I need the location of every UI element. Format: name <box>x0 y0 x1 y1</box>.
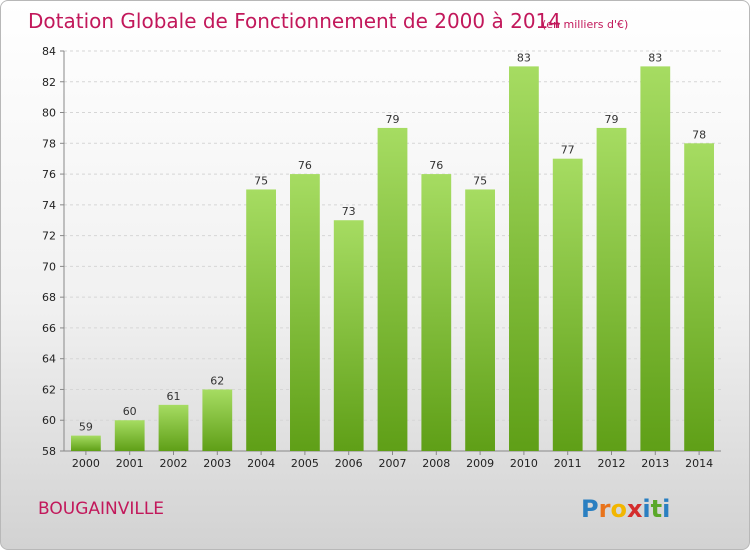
logo-letter: r <box>599 495 611 523</box>
bar <box>421 174 452 452</box>
proxiti-logo: Proxiti <box>581 495 670 523</box>
x-tick-label: 2008 <box>422 457 450 470</box>
y-tick-labels: 58 60 62 64 66 68 70 72 74 76 78 80 82 84 <box>42 45 56 458</box>
y-tick-label: 68 <box>42 291 56 304</box>
bar <box>71 435 101 451</box>
bar-value-label: 83 <box>517 51 531 64</box>
bar <box>377 127 408 451</box>
y-tick-label: 84 <box>42 45 56 58</box>
data-labels: 59 60 61 62 75 76 73 79 76 75 83 77 79 83 78 <box>79 51 706 433</box>
bar-value-label: 62 <box>210 374 224 387</box>
y-tick-label: 58 <box>42 445 56 458</box>
chart-title: Dotation Globale de Fonctionnement de 20… <box>28 9 561 33</box>
y-tick-label: 80 <box>42 107 56 120</box>
bar-value-label: 76 <box>298 159 312 172</box>
town-name: BOUGAINVILLE <box>38 499 164 519</box>
bar <box>246 189 276 451</box>
x-tick-label: 2011 <box>554 457 582 470</box>
bar <box>202 389 233 451</box>
y-tick-label: 62 <box>42 383 56 396</box>
logo-letter: o <box>610 495 627 523</box>
bar-value-label: 75 <box>254 174 268 187</box>
y-tick-label: 76 <box>42 168 56 181</box>
x-tick-label: 2005 <box>291 457 319 470</box>
bar-value-label: 76 <box>429 159 443 172</box>
bar-value-label: 83 <box>648 51 662 64</box>
bar <box>290 174 320 452</box>
x-tick-label: 2013 <box>641 457 669 470</box>
bar-value-label: 79 <box>605 113 619 126</box>
bar <box>684 143 714 452</box>
bar <box>158 404 189 451</box>
x-tick-label: 2003 <box>203 457 231 470</box>
y-tick-label: 66 <box>42 322 56 335</box>
x-tick-label: 2007 <box>379 457 407 470</box>
bar-value-label: 78 <box>692 128 706 141</box>
chart-unit-note: (en milliers d'€) <box>542 18 628 31</box>
bar-value-label: 79 <box>386 113 400 126</box>
bar-value-label: 61 <box>167 390 181 403</box>
bar <box>333 220 364 451</box>
y-tick-label: 70 <box>42 260 56 273</box>
x-tick-label: 2006 <box>335 457 363 470</box>
x-tick-label: 2014 <box>685 457 713 470</box>
x-tick-label: 2000 <box>72 457 100 470</box>
logo-letter: i <box>662 495 670 523</box>
logo-letter: x <box>627 495 643 523</box>
y-tick-label: 82 <box>42 76 56 89</box>
x-tick-labels: 2000 2001 2002 2003 2004 2005 2006 2007 2008 2009… <box>72 451 713 470</box>
y-tick-label: 72 <box>42 230 56 243</box>
bar <box>509 66 539 451</box>
bars <box>71 66 714 452</box>
logo-letter: P <box>581 495 599 523</box>
bar-value-label: 77 <box>561 144 575 157</box>
bar <box>552 158 583 451</box>
bar-value-label: 75 <box>473 174 487 187</box>
x-tick-label: 2004 <box>247 457 275 470</box>
x-tick-label: 2010 <box>510 457 538 470</box>
x-tick-label: 2009 <box>466 457 494 470</box>
bar <box>596 127 627 451</box>
bar-value-label: 60 <box>123 405 137 418</box>
logo-letter: i <box>642 495 650 523</box>
y-tick-label: 78 <box>42 137 56 150</box>
bar <box>114 420 145 451</box>
y-tick-label: 60 <box>42 414 56 427</box>
y-tick-label: 64 <box>42 353 56 366</box>
x-tick-label: 2002 <box>160 457 188 470</box>
bar-value-label: 73 <box>342 205 356 218</box>
bar <box>640 66 671 451</box>
bar <box>465 189 495 451</box>
bar-value-label: 59 <box>79 421 93 434</box>
y-tick-label: 74 <box>42 199 56 212</box>
x-tick-label: 2001 <box>116 457 144 470</box>
logo-letter: t <box>651 495 662 523</box>
x-tick-label: 2012 <box>598 457 626 470</box>
